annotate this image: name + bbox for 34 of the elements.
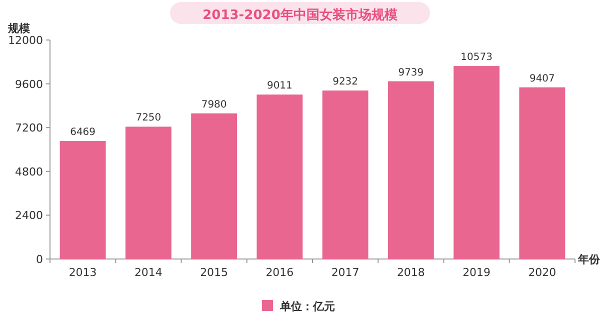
data-label: 9232 (332, 76, 358, 88)
bar (191, 113, 238, 259)
x-axis-title: 年份 (577, 253, 600, 266)
y-tick-label: 0 (36, 253, 43, 266)
bar (125, 126, 172, 259)
x-tick-label: 2018 (396, 266, 425, 279)
y-tick-label: 7200 (15, 122, 43, 135)
x-tick-label: 2017 (331, 266, 360, 279)
bar (322, 90, 368, 259)
data-label: 9011 (266, 80, 292, 92)
bar (388, 81, 434, 259)
x-tick-label: 2019 (462, 266, 491, 279)
bar (60, 140, 106, 259)
x-tick-label: 2015 (200, 266, 228, 279)
chart-title: 2013-2020年中国女装市场规模 (202, 7, 398, 23)
data-label: 10573 (460, 52, 492, 64)
x-tick-label: 2016 (266, 266, 294, 279)
bar (519, 87, 566, 259)
data-label: 6469 (70, 126, 96, 138)
y-axis-title: 规模 (7, 22, 31, 35)
y-tick-label: 12000 (8, 34, 43, 47)
bar (256, 94, 303, 259)
y-tick-label: 9600 (15, 78, 43, 91)
y-tick-label: 2400 (15, 209, 43, 222)
bar (454, 66, 500, 259)
data-label: 7250 (136, 112, 162, 124)
x-tick-label: 2014 (134, 266, 162, 279)
x-tick-label: 2020 (528, 266, 556, 279)
data-label: 7980 (201, 99, 227, 110)
data-label: 9407 (529, 73, 555, 84)
x-tick-label: 2013 (68, 266, 97, 279)
data-label: 9739 (398, 67, 424, 78)
legend-label: 单位：亿元 (279, 300, 335, 313)
y-tick-label: 4800 (15, 165, 43, 178)
